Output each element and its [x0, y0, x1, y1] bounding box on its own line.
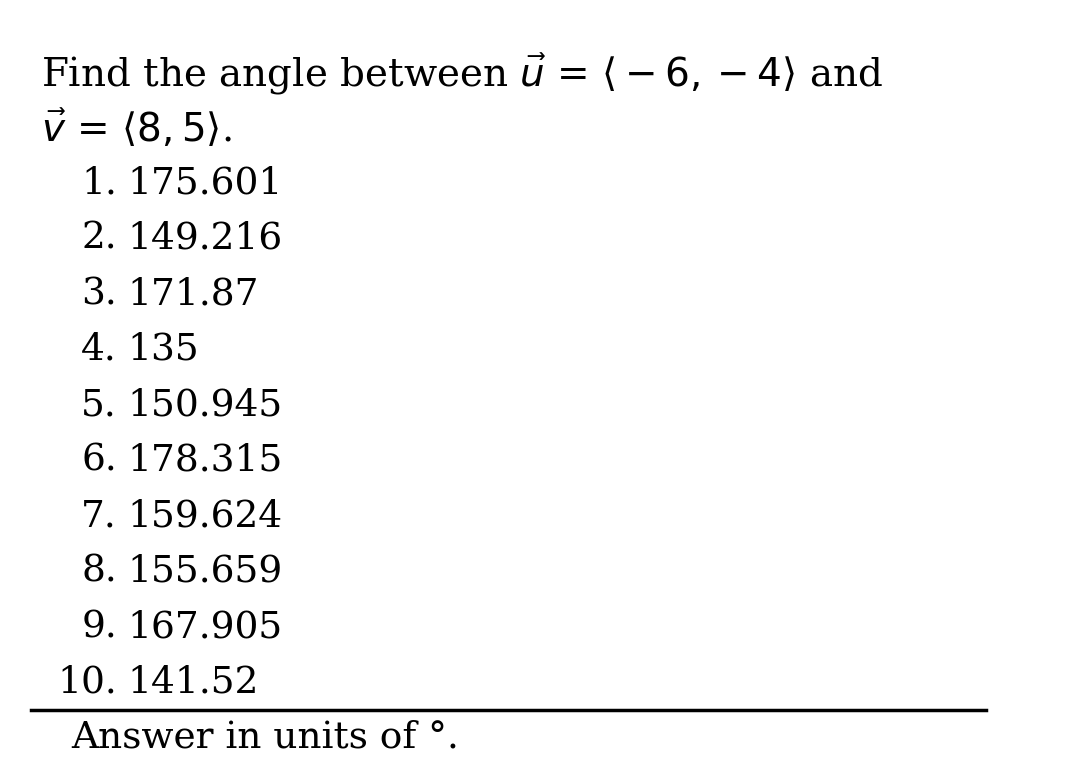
- Text: 135: 135: [127, 332, 199, 368]
- Text: 1.: 1.: [81, 166, 117, 201]
- Text: 167.905: 167.905: [127, 609, 282, 645]
- Text: 149.216: 149.216: [127, 221, 282, 257]
- Text: 3.: 3.: [81, 277, 117, 312]
- Text: 5.: 5.: [81, 388, 117, 423]
- Text: 7.: 7.: [81, 498, 117, 534]
- Text: 155.659: 155.659: [127, 553, 282, 590]
- Text: Answer in units of °.: Answer in units of °.: [71, 720, 459, 756]
- Text: 8.: 8.: [81, 553, 117, 590]
- Text: 150.945: 150.945: [127, 388, 282, 423]
- Text: Find the angle between $\vec{u}$ = $\langle-6, -4\rangle$ and: Find the angle between $\vec{u}$ = $\lan…: [41, 52, 883, 97]
- Text: 178.315: 178.315: [127, 442, 282, 479]
- Text: 10.: 10.: [58, 664, 117, 701]
- Text: 159.624: 159.624: [127, 498, 282, 534]
- Text: 9.: 9.: [81, 609, 117, 645]
- Text: 171.87: 171.87: [127, 277, 259, 312]
- Text: 6.: 6.: [81, 442, 117, 479]
- Text: 141.52: 141.52: [127, 664, 258, 701]
- Text: 4.: 4.: [81, 332, 117, 368]
- Text: 175.601: 175.601: [127, 166, 282, 201]
- Text: 2.: 2.: [81, 221, 117, 257]
- Text: $\vec{v}$ = $\langle8, 5\rangle$.: $\vec{v}$ = $\langle8, 5\rangle$.: [41, 107, 231, 150]
